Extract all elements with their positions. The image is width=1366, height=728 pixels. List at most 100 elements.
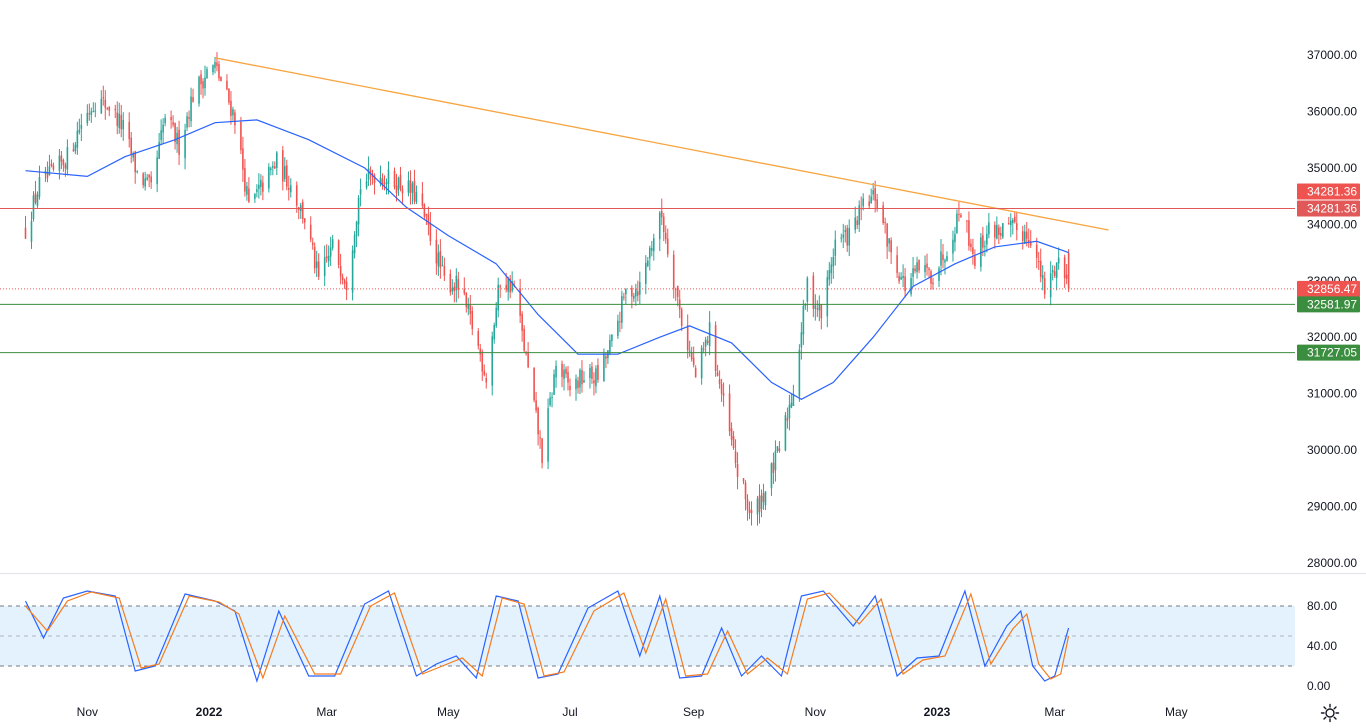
candle-body [523, 328, 525, 351]
time-axis[interactable]: Nov 2022 Mar May Jul Sep Nov 2023 Mar May [0, 700, 1366, 728]
candle-body [842, 234, 845, 238]
candle-body [214, 62, 216, 68]
candle-body [367, 168, 370, 180]
candle-body [345, 281, 348, 290]
candle-body [537, 407, 539, 435]
candle-body [734, 451, 737, 464]
candle-body [295, 185, 298, 206]
candle-body [64, 164, 67, 169]
candle-body [150, 176, 152, 183]
candle-body [254, 193, 256, 199]
candle-body [274, 166, 276, 169]
candle-body [694, 368, 697, 378]
candle-body [541, 438, 543, 463]
price-tick-label: 32000.00 [1307, 330, 1357, 344]
candle-body [736, 463, 739, 477]
candle-body [732, 436, 735, 448]
candle-body [156, 157, 158, 185]
candle-body [186, 116, 188, 128]
time-tick-label: Nov [76, 705, 98, 719]
candle-body [511, 281, 513, 291]
candle-body [946, 255, 948, 262]
candle-body [441, 264, 444, 266]
candle-body [798, 349, 801, 397]
candle-body [828, 270, 831, 280]
candle-body [106, 108, 109, 110]
candle-body [1000, 232, 1002, 236]
candle-body [136, 171, 138, 173]
support-1-badge-label: 32581.97 [1307, 297, 1357, 311]
candle-body [1053, 271, 1056, 276]
candle-body [100, 98, 103, 114]
candle-body [248, 188, 250, 202]
candle-body [676, 286, 679, 297]
candle-body [637, 291, 639, 296]
candle-body [527, 352, 529, 368]
candle-body [686, 325, 689, 351]
candle-body [499, 285, 501, 288]
stochastic-tick-label: 40.00 [1307, 639, 1337, 653]
candle-body [86, 112, 89, 124]
candle-body [778, 448, 781, 451]
candle-body [882, 205, 884, 224]
stochastic-tick-label: 0.00 [1307, 679, 1331, 693]
candle-body [806, 278, 809, 302]
candle-body [228, 88, 230, 103]
candle-body [122, 119, 125, 130]
candle-body [485, 378, 488, 383]
last-price-badge [1297, 280, 1360, 297]
candle-body [904, 276, 906, 292]
price-tick-label: 29000.00 [1307, 500, 1357, 514]
candle-body [244, 168, 246, 192]
candle-body [118, 113, 121, 128]
price-marker-badge [1297, 183, 1360, 200]
candle-body [385, 182, 388, 184]
candle-body [465, 292, 468, 308]
candle-body [128, 121, 131, 140]
price-tick-label: 36000.00 [1307, 104, 1357, 118]
candle-body [339, 265, 342, 277]
candle-body [742, 478, 745, 482]
price-chart[interactable]: 37000.0036000.0035000.0034000.0033000.00… [0, 0, 1366, 574]
candle-body [174, 123, 176, 143]
candle-body [212, 64, 214, 73]
candle-body [547, 408, 549, 462]
candle-body [467, 304, 470, 310]
candle-body [872, 190, 874, 195]
candle-body [311, 242, 314, 246]
candle-body [646, 260, 649, 266]
gear-icon[interactable] [1320, 703, 1340, 723]
candle-body [960, 214, 962, 218]
candle-body [232, 109, 234, 116]
support-2-badge-label: 31727.05 [1307, 346, 1357, 360]
candle-body [276, 152, 278, 168]
candle-body [268, 167, 270, 189]
candle-body [497, 284, 500, 311]
candle-body [744, 482, 747, 500]
candle-body [285, 165, 288, 187]
candle-body [928, 268, 930, 270]
candle-body [996, 224, 998, 239]
candle-body [575, 378, 577, 390]
candle-body [986, 233, 988, 245]
candle-body [329, 247, 332, 257]
candle-body [868, 201, 870, 206]
candle-body [36, 194, 39, 206]
candle-body [519, 288, 521, 316]
candle-body [611, 334, 613, 341]
candle-body [988, 222, 990, 235]
candle-body [184, 130, 186, 159]
candle-body [870, 196, 872, 204]
candle-body [421, 193, 424, 206]
candle-body [230, 100, 232, 116]
candle-body [216, 62, 218, 67]
price-tick-label: 37000.00 [1307, 48, 1357, 62]
candle-body [383, 183, 386, 185]
candle-body [427, 214, 430, 225]
candle-body [816, 308, 819, 310]
candle-body [549, 397, 551, 406]
candle-body [327, 255, 330, 262]
stochastic-pane[interactable]: 80.00 40.00 0.00 [0, 574, 1366, 700]
candle-body [772, 462, 775, 473]
